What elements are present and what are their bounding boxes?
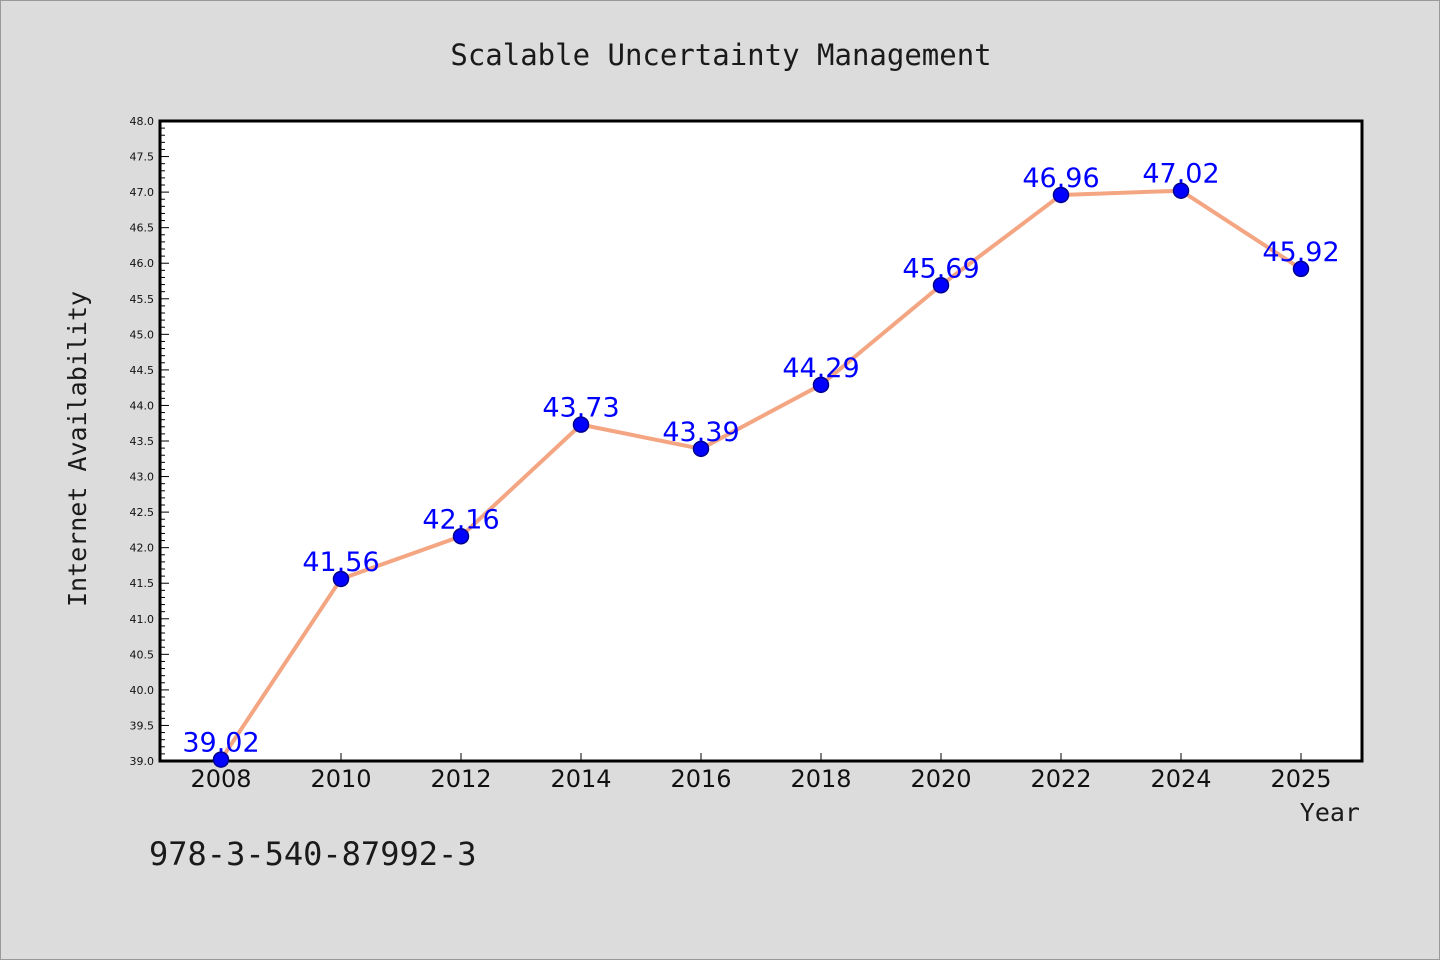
y-tick-label: 45.5 <box>130 293 155 306</box>
x-tick-label: 2010 <box>310 765 371 793</box>
data-label: 43.39 <box>662 417 739 448</box>
x-tick-label: 2016 <box>670 765 731 793</box>
isbn-text: 978-3-540-87992-3 <box>149 835 477 873</box>
y-tick-label: 46.0 <box>130 257 155 270</box>
y-tick-label: 43.0 <box>130 471 155 484</box>
data-label: 46.96 <box>1022 163 1099 194</box>
x-tick-label: 2022 <box>1030 765 1091 793</box>
x-tick-label: 2012 <box>430 765 491 793</box>
x-tick-label: 2024 <box>1150 765 1211 793</box>
data-point <box>932 277 950 294</box>
x-tick-label: 2014 <box>550 765 611 793</box>
data-point <box>332 570 350 588</box>
y-tick-label: 41.5 <box>130 577 155 590</box>
y-tick-label: 42.5 <box>130 506 155 519</box>
data-point <box>572 416 590 433</box>
y-tick-label: 45.0 <box>130 328 155 341</box>
x-tick-label: 2020 <box>910 765 971 793</box>
x-tick-label: 2008 <box>190 765 251 793</box>
data-label: 45.69 <box>902 253 979 284</box>
data-label: 39.02 <box>182 728 259 759</box>
chart-title: Scalable Uncertainty Management <box>450 38 991 72</box>
x-tick-label: 2018 <box>790 765 851 793</box>
series-line <box>219 188 1303 762</box>
data-point <box>452 528 470 545</box>
y-tick-label: 48.0 <box>130 115 155 128</box>
x-tick-label: 2025 <box>1270 765 1331 793</box>
y-tick-label: 42.0 <box>130 542 155 555</box>
y-tick-label: 41.0 <box>130 613 155 626</box>
data-label: 41.56 <box>302 547 379 578</box>
data-point <box>212 751 230 768</box>
y-axis-label: Internet Availability <box>63 291 92 607</box>
x-axis-label: Year <box>1300 798 1360 827</box>
y-tick-label: 39.0 <box>130 755 155 768</box>
data-markers <box>212 182 1310 768</box>
y-tick-label: 44.5 <box>130 364 155 377</box>
data-point <box>1172 182 1190 199</box>
data-label: 42.16 <box>422 504 499 535</box>
y-axis-ticks: 39.0 39.5 40.0 40.5 41.0 41.5 42.0 42.5 43.0 43.5… <box>130 115 169 768</box>
data-point <box>812 376 830 394</box>
data-point <box>1292 260 1310 278</box>
x-axis-ticks: 2008 2010 2012 2014 2016 2018 2020 2022 2024 2025 <box>190 753 1332 793</box>
data-point <box>1052 186 1070 204</box>
y-tick-label: 47.5 <box>130 151 155 164</box>
y-tick-label: 47.0 <box>130 186 155 199</box>
data-label: 43.73 <box>542 393 619 424</box>
data-point <box>692 440 710 458</box>
y-tick-label: 40.5 <box>130 648 155 661</box>
data-label: 45.92 <box>1262 237 1339 268</box>
y-tick-label: 46.5 <box>130 222 155 235</box>
data-labels: 39.02 41.56 42.16 43.73 43.39 44.29 45.69 46.96… <box>182 159 1339 759</box>
y-tick-label: 39.5 <box>130 719 155 732</box>
data-label: 47.02 <box>1142 159 1219 190</box>
plot-area <box>158 119 1364 763</box>
y-tick-label: 44.0 <box>130 399 155 412</box>
y-tick-label: 40.0 <box>130 684 155 697</box>
y-tick-label: 43.5 <box>130 435 155 448</box>
data-label: 44.29 <box>782 353 859 384</box>
